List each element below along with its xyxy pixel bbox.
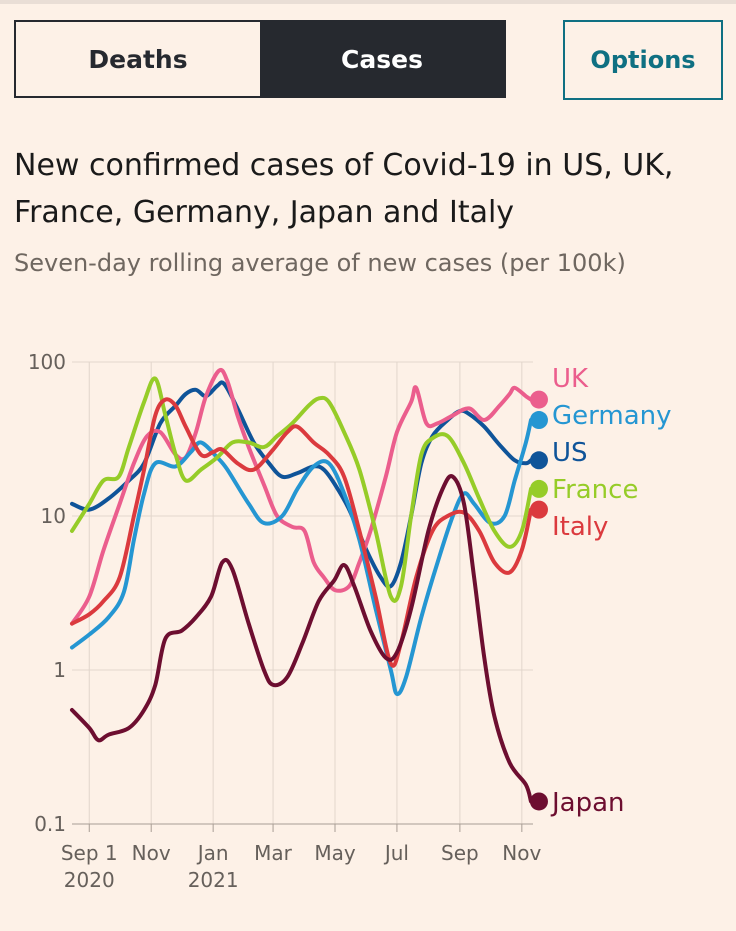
- line-italy: [70, 397, 533, 668]
- legend: UK Germany US France Italy Japan: [529, 364, 672, 818]
- x-axis: Sep 1 2020 Nov Jan 2021 Mar May Jul Sep Nov: [61, 841, 542, 892]
- tab-cases[interactable]: Cases: [260, 22, 504, 96]
- end-dot-germany: [529, 411, 548, 430]
- legend-label-italy: Italy: [552, 512, 608, 542]
- legend-label-us: US: [552, 438, 588, 468]
- end-dot-italy: [529, 500, 548, 519]
- x-tick-label: Sep: [441, 841, 479, 865]
- tab-deaths[interactable]: Deaths: [16, 22, 260, 96]
- end-dot-france: [529, 479, 548, 498]
- top-divider: [0, 0, 736, 4]
- chart-title: New confirmed cases of Covid-19 in US, U…: [14, 148, 674, 230]
- line-germany: [70, 418, 533, 697]
- x-tick-label: Sep 1: [61, 841, 118, 865]
- options-button[interactable]: Options: [563, 20, 723, 100]
- x-tick-label: Nov: [132, 841, 171, 865]
- series-lines: [70, 367, 533, 804]
- line-uk: [70, 367, 533, 626]
- x-tick-label: May: [314, 841, 356, 865]
- end-dot-japan: [529, 792, 548, 811]
- metric-toggle: Deaths Cases: [14, 20, 506, 98]
- legend-label-japan: Japan: [550, 788, 625, 818]
- y-tick-label: 100: [28, 350, 66, 374]
- chart-subtitle: Seven-day rolling average of new cases (…: [14, 249, 626, 277]
- x-tick-year-label: 2020: [64, 868, 115, 892]
- x-tick-label: Jan: [196, 841, 229, 865]
- x-tick-year-label: 2021: [188, 868, 239, 892]
- line-france: [70, 376, 533, 603]
- legend-label-france: France: [552, 475, 638, 505]
- x-tick-label: Jul: [383, 841, 409, 865]
- y-axis: 100 10 1 0.1: [28, 350, 66, 836]
- legend-label-uk: UK: [552, 364, 589, 394]
- y-tick-label: 0.1: [34, 812, 66, 836]
- end-dot-us: [529, 451, 548, 470]
- end-dot-uk: [529, 390, 548, 409]
- line-japan: [70, 474, 533, 804]
- legend-label-germany: Germany: [552, 401, 672, 431]
- y-tick-label: 10: [41, 504, 66, 528]
- x-tick-label: Mar: [254, 841, 293, 865]
- y-tick-label: 1: [53, 658, 66, 682]
- x-tick-label: Nov: [502, 841, 541, 865]
